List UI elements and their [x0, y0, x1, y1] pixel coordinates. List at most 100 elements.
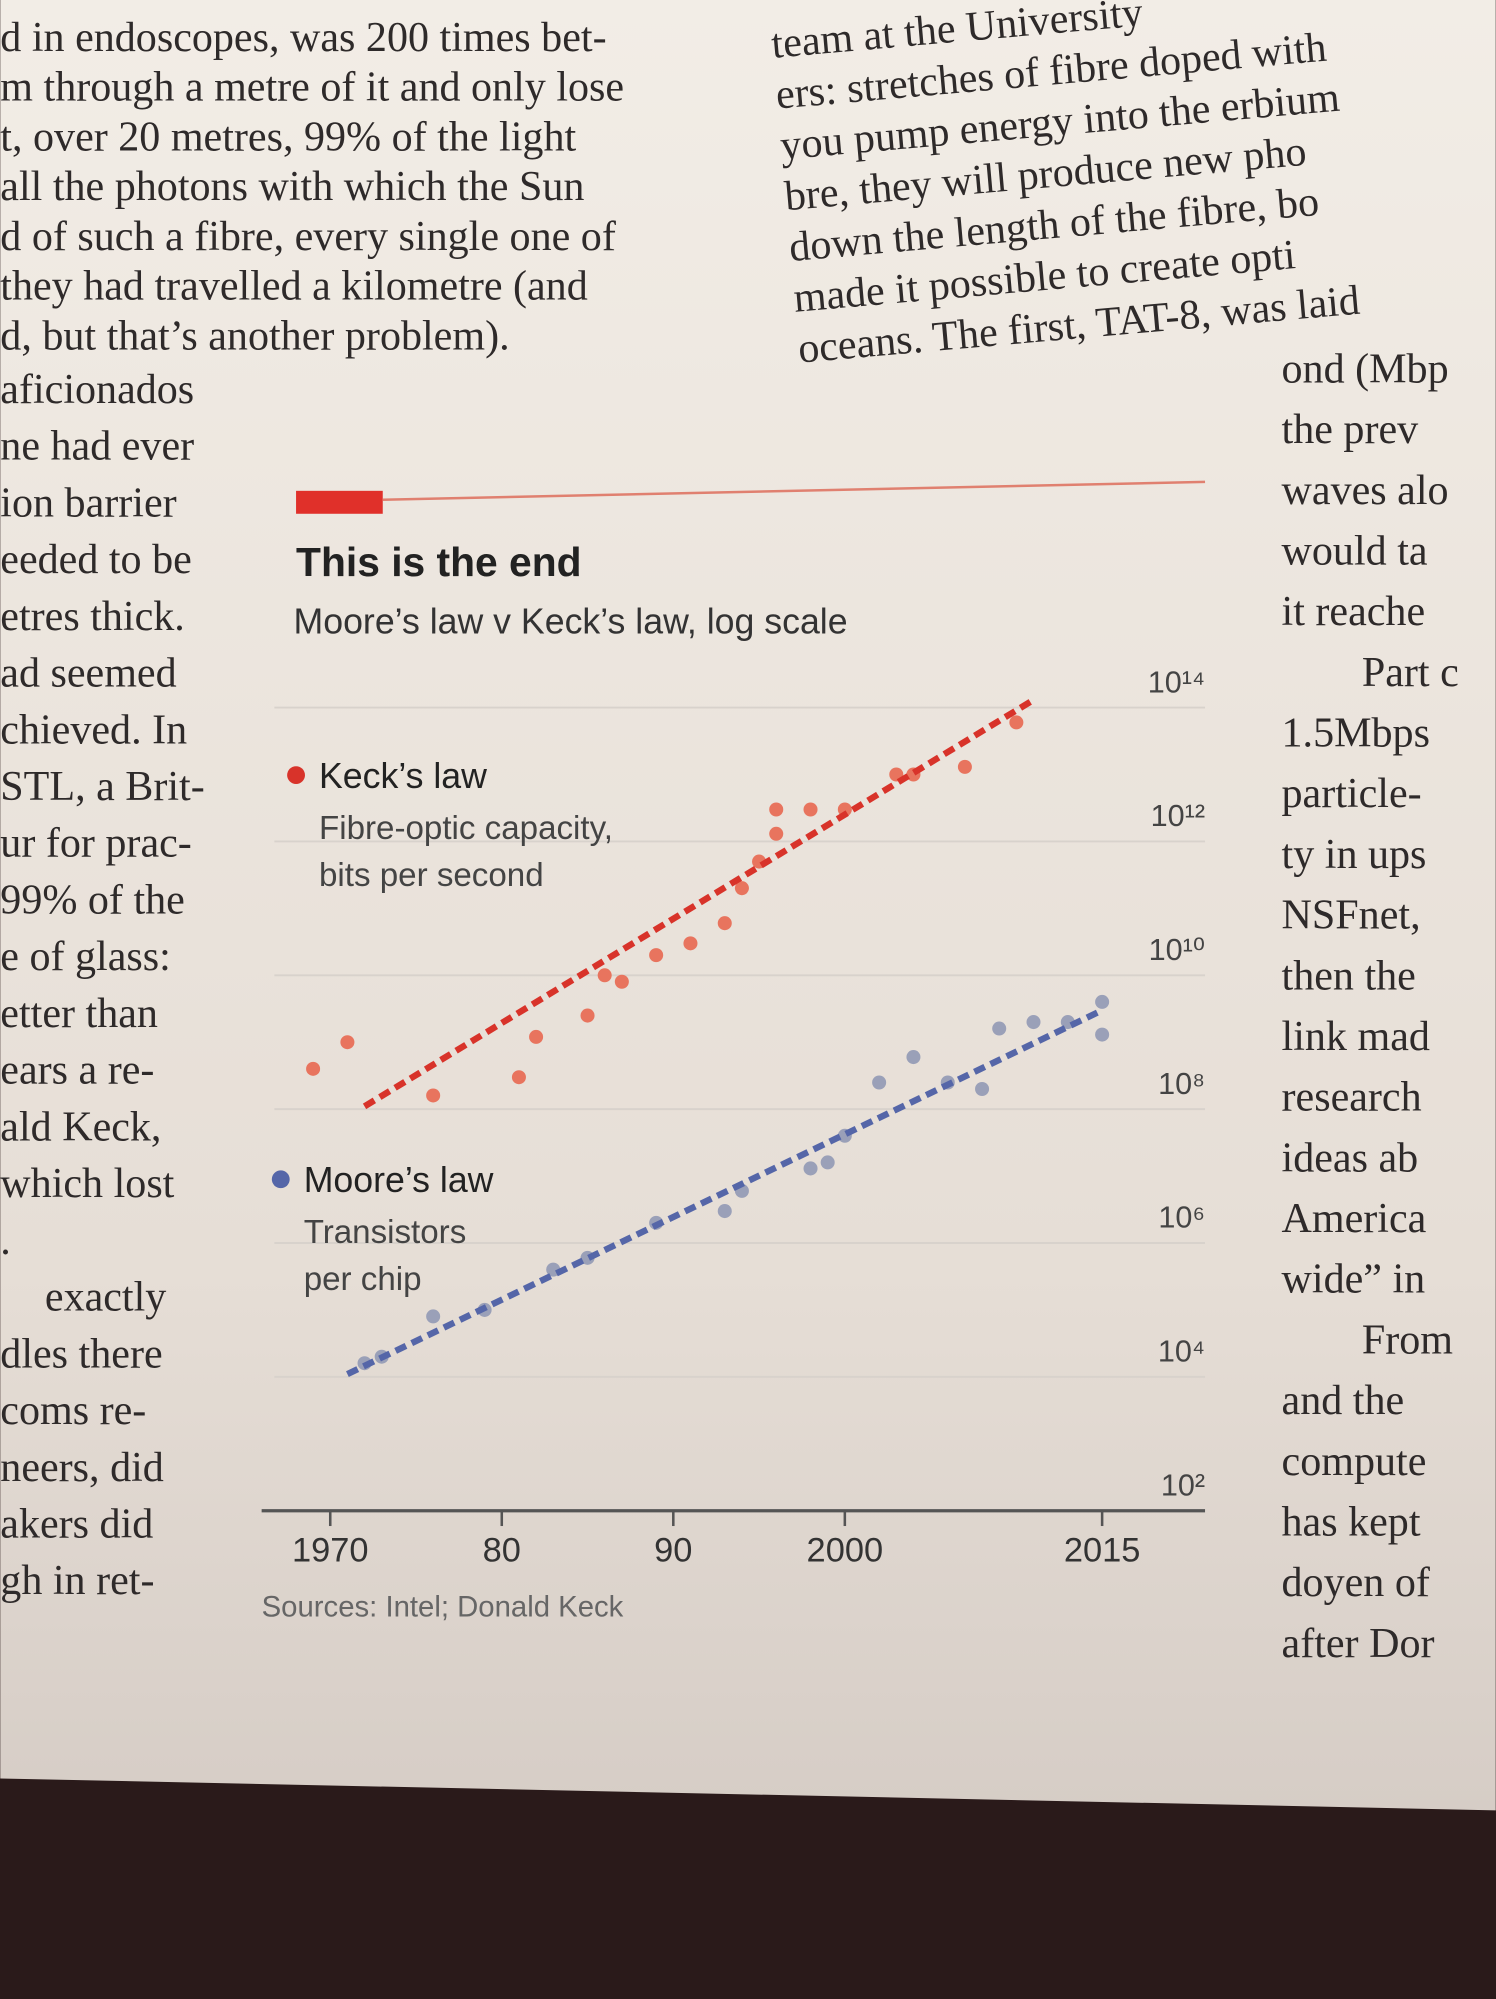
- text-layer: d in endoscopes, was 200 times bet-m thr…: [0, 0, 1459, 1667]
- body-line: eeded to be: [0, 537, 192, 583]
- data-point: [717, 916, 732, 931]
- body-line: dles there: [0, 1331, 162, 1377]
- y-tick-label: 10¹²: [1151, 799, 1205, 833]
- body-line: research: [1282, 1075, 1422, 1121]
- body-line: ideas ab: [1282, 1135, 1419, 1181]
- data-point: [426, 1088, 441, 1103]
- data-point: [580, 1008, 595, 1023]
- body-line: ur for prac-: [0, 821, 192, 867]
- trend-line: [346, 1007, 1104, 1377]
- source: Sources: Intel; Donald Keck: [262, 1591, 624, 1624]
- body-line: waves alo: [1282, 468, 1449, 514]
- body-line: chieved. In: [0, 707, 187, 753]
- data-point: [1095, 994, 1110, 1009]
- header-rule: [382, 480, 1206, 502]
- body-line: e of glass:: [0, 934, 171, 980]
- data-point: [426, 1309, 441, 1324]
- legend-description: per chip: [304, 1261, 422, 1298]
- y-tick-label: 10⁶: [1158, 1201, 1205, 1235]
- body-line: particle-: [1282, 771, 1422, 817]
- data-point: [1026, 1015, 1041, 1030]
- x-tick-label: 90: [654, 1532, 692, 1570]
- body-line: all the photons with which the Sun: [0, 164, 584, 210]
- data-point: [975, 1081, 990, 1097]
- legend-description: Fibre-optic capacity,: [319, 810, 613, 847]
- legend-name: Keck’s law: [319, 756, 487, 796]
- body-line: ion barrier: [0, 480, 176, 526]
- body-line: Part c: [1362, 650, 1459, 696]
- data-point: [820, 1155, 835, 1170]
- body-line: STL, a Brit-: [0, 764, 204, 810]
- body-line: then the: [1282, 953, 1416, 999]
- body-line: America: [1282, 1196, 1427, 1242]
- body-line: d of such a fibre, every single one of: [0, 214, 616, 260]
- body-line: d in endoscopes, was 200 times bet-: [0, 15, 606, 61]
- y-tick-label: 10⁴: [1158, 1335, 1205, 1369]
- body-line: would ta: [1282, 529, 1428, 575]
- data-point: [769, 802, 784, 817]
- body-line: which lost: [0, 1161, 174, 1207]
- body-line: t, over 20 metres, 99% of the light: [0, 114, 576, 160]
- body-line: ne had ever: [0, 424, 194, 470]
- data-point: [511, 1070, 526, 1085]
- body-line: 99% of the: [0, 877, 185, 923]
- body-line: wide” in: [1282, 1257, 1426, 1303]
- body-line: the prev: [1282, 407, 1420, 453]
- data-point: [649, 948, 664, 963]
- body-line: ty in ups: [1282, 832, 1427, 878]
- body-line: .: [0, 1218, 11, 1264]
- data-point: [529, 1029, 544, 1044]
- body-line: it reache: [1282, 589, 1426, 635]
- body-line: they had travelled a kilometre (and: [0, 264, 587, 310]
- legend-description: bits per second: [319, 857, 544, 894]
- body-line: coms re-: [0, 1388, 146, 1434]
- legend-name: Moore’s law: [304, 1160, 494, 1200]
- red-tag: [296, 490, 383, 514]
- y-tick-label: 10⁸: [1158, 1067, 1205, 1101]
- chart: 10² 10⁴ 10⁶ 10⁸ 10¹⁰ 10¹² 10¹⁴ 1970 80 90 2000 2015…: [261, 665, 1206, 1570]
- body-line: ad seemed: [0, 651, 176, 697]
- body-line: exactly: [45, 1275, 166, 1321]
- chart-subtitle: Moore’s law v Keck’s law, log scale: [294, 602, 848, 642]
- body-line: has kept: [1282, 1499, 1421, 1545]
- body-line: ears a re-: [0, 1048, 154, 1094]
- body-line: From: [1362, 1317, 1453, 1363]
- data-point: [306, 1061, 321, 1076]
- data-point: [734, 881, 749, 896]
- data-point: [803, 1161, 818, 1176]
- body-line: etter than: [0, 991, 158, 1037]
- body-line: aficionados: [0, 367, 194, 413]
- chart-title: This is the end: [296, 539, 582, 585]
- data-point: [957, 759, 972, 774]
- data-point: [340, 1035, 355, 1050]
- body-line: gh in ret-: [0, 1558, 154, 1604]
- legend-description: Transistors: [304, 1214, 467, 1251]
- body-line: ald Keck,: [0, 1104, 161, 1150]
- y-tick-label: 10²: [1161, 1468, 1205, 1502]
- body-line: etres thick.: [0, 594, 185, 640]
- legend-dot: [271, 1170, 290, 1189]
- data-point: [906, 1050, 921, 1065]
- data-point: [683, 936, 698, 951]
- body-line: d, but that’s another problem).: [0, 313, 509, 359]
- body-line: after Dor: [1282, 1621, 1435, 1667]
- body-line: ond (Mbp: [1282, 346, 1449, 392]
- data-point: [614, 974, 629, 989]
- paper: [0, 0, 1496, 1811]
- data-point: [992, 1021, 1007, 1036]
- x-tick-label: 2000: [807, 1532, 884, 1570]
- data-point: [1095, 1027, 1110, 1042]
- x-tick-label: 1970: [292, 1532, 369, 1570]
- data-point: [803, 802, 818, 817]
- data-point: [1009, 715, 1024, 730]
- body-line: NSFnet,: [1282, 893, 1421, 939]
- data-point: [717, 1204, 732, 1219]
- body-line: doyen of: [1282, 1560, 1430, 1606]
- x-tick-label: 80: [483, 1532, 521, 1570]
- body-line: link mad: [1282, 1014, 1430, 1060]
- legend-dot: [287, 766, 305, 785]
- body-line: akers did: [0, 1501, 153, 1547]
